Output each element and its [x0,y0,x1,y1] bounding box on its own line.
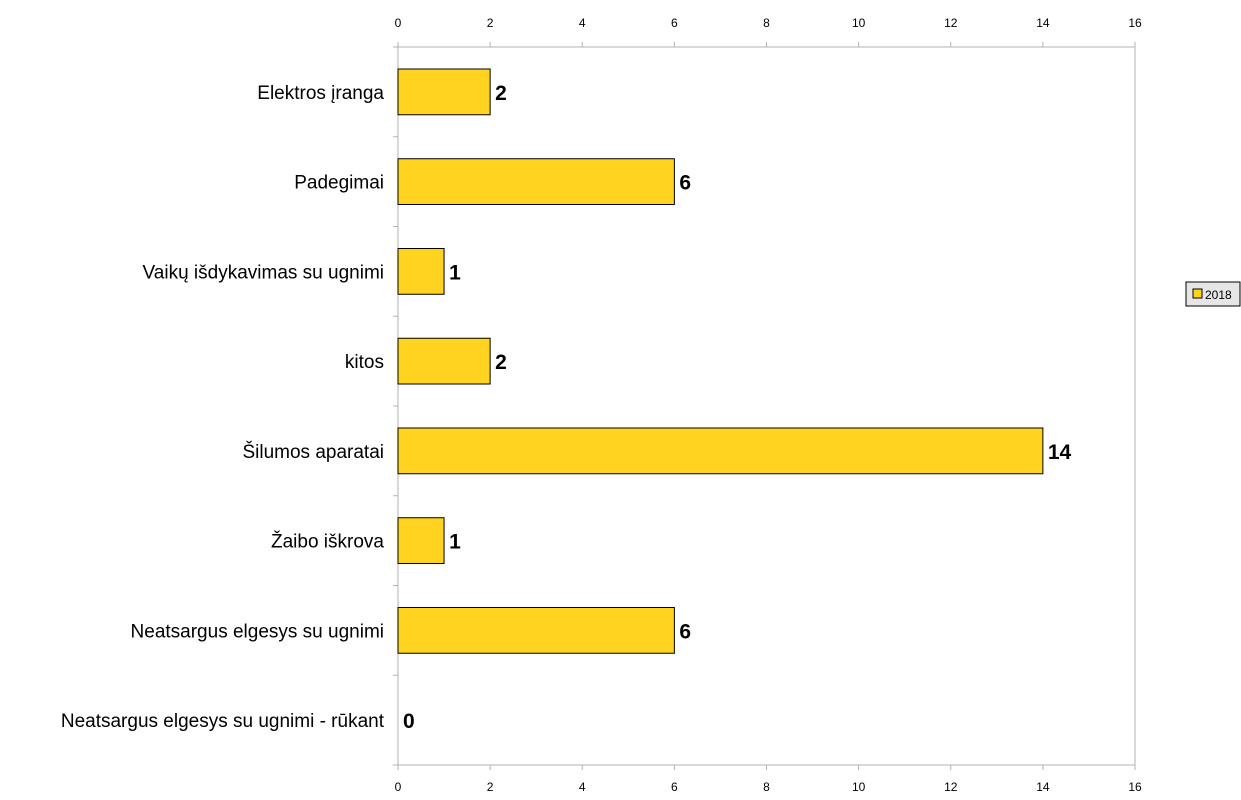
bar-series [397,68,1044,654]
bar [397,68,491,116]
data-label: 6 [679,620,691,643]
category-labels: Elektros įranga Padegimai Vaikų išdykavima… [61,83,385,732]
data-labels: 2 6 1 2 14 1 6 0 [403,82,1072,733]
legend: 2018 [1185,281,1241,307]
category-axis [393,46,398,766]
data-label: 1 [449,531,461,554]
bottom-tick-label: 6 [671,780,678,794]
top-tick-label: 2 [487,16,494,30]
top-axis: 0 2 4 6 8 10 12 14 16 [395,16,1142,47]
category-label: Padegimai [294,173,384,194]
category-label: kitos [345,352,384,373]
bar [397,337,491,385]
bottom-tick-label: 10 [852,780,866,794]
data-label: 2 [495,82,507,105]
data-label: 14 [1048,441,1072,464]
category-label: Žaibo iškrova [271,531,384,553]
data-label: 0 [403,710,415,733]
top-tick-label: 12 [944,16,958,30]
bottom-tick-label: 2 [487,780,494,794]
bar [397,247,445,295]
bar [397,158,675,206]
bar [397,606,675,654]
bottom-tick-label: 12 [944,780,958,794]
top-tick-label: 4 [579,16,586,30]
category-label: Neatsargus elgesys su ugnimi - rūkant [61,711,385,732]
top-tick-label: 14 [1036,16,1050,30]
top-tick-label: 8 [763,16,770,30]
bottom-tick-label: 14 [1036,780,1050,794]
bottom-tick-label: 4 [579,780,586,794]
top-tick-label: 6 [671,16,678,30]
legend-swatch [1192,288,1203,299]
data-label: 1 [449,261,461,284]
category-label: Šilumos aparatai [242,441,384,463]
top-tick-label: 0 [395,16,402,30]
top-tick-label: 10 [852,16,866,30]
category-label: Vaikų išdykavimas su ugnimi [143,262,384,283]
data-label: 6 [679,172,691,195]
bottom-tick-label: 16 [1128,780,1142,794]
bottom-tick-label: 0 [395,780,402,794]
bottom-axis: 0 2 4 6 8 10 12 14 16 [395,765,1142,794]
data-label: 2 [495,351,507,374]
category-label: Neatsargus elgesys su ugnimi [131,621,384,642]
plot-area [397,46,1136,766]
top-tick-label: 16 [1128,16,1142,30]
bar [397,517,445,565]
bar [397,427,1044,475]
bottom-tick-label: 8 [763,780,770,794]
category-label: Elektros įranga [257,83,384,104]
legend-label: 2018 [1205,288,1232,302]
